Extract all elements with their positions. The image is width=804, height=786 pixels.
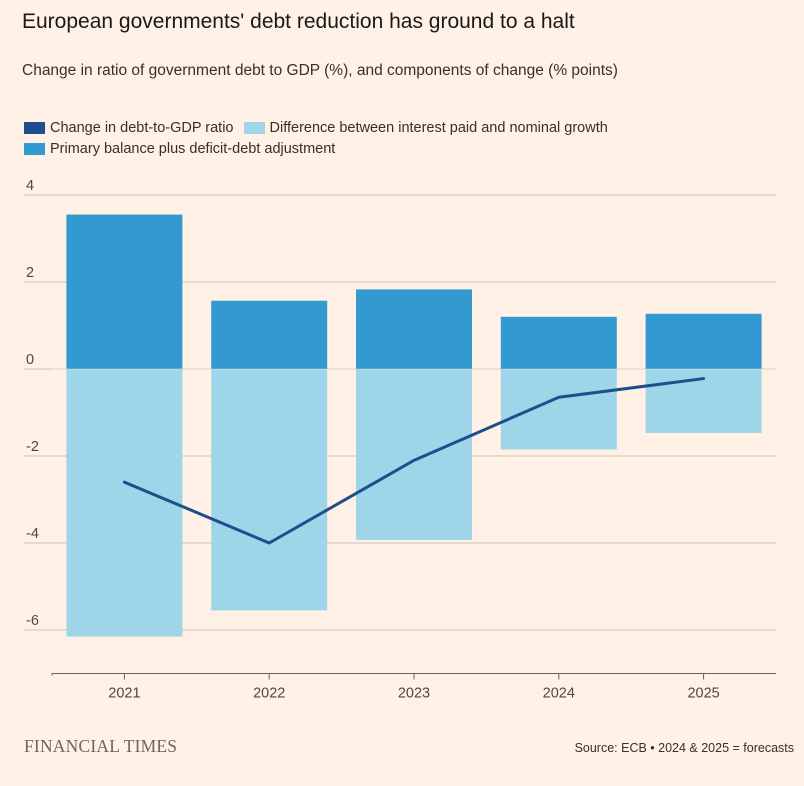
y-tick-label: 0: [26, 352, 34, 368]
y-tick-label: -6: [26, 613, 39, 629]
bar-primary-2024: [500, 316, 617, 369]
bar-interest-2023: [356, 369, 472, 540]
x-tick-label: 2021: [108, 686, 140, 702]
bar-interest-2024: [500, 369, 617, 450]
bar-primary-2023: [356, 289, 472, 369]
bar-interest-2021: [66, 369, 183, 637]
x-tick-label: 2025: [687, 686, 719, 702]
legend-swatch-primary: [24, 142, 45, 155]
x-tick-label: 2022: [253, 686, 285, 702]
legend-item-primary: Primary balance plus deficit-debt adjust…: [24, 141, 335, 157]
legend-item-interest: Difference between interest paid and nom…: [243, 119, 608, 136]
legend-label-interest: Difference between interest paid and nom…: [269, 119, 608, 136]
chart-subtitle: Change in ratio of government debt to GD…: [22, 62, 618, 79]
legend-label-ratio: Change in debt-to-GDP ratio: [50, 119, 234, 136]
legend-row-1: Change in debt-to-GDP ratio Difference b…: [24, 117, 618, 138]
y-tick-label: -2: [26, 439, 39, 455]
bar-primary-2022: [211, 300, 328, 369]
legend-item-ratio: Change in debt-to-GDP ratio: [24, 120, 234, 136]
chart-title: European governments' debt reduction has…: [22, 10, 575, 33]
legend: Change in debt-to-GDP ratio Difference b…: [24, 117, 618, 159]
source-note: Source: ECB • 2024 & 2025 = forecasts: [574, 741, 794, 755]
legend-row-2: Primary balance plus deficit-debt adjust…: [24, 138, 618, 159]
x-tick-label: 2023: [398, 686, 430, 702]
bar-primary-2021: [66, 214, 183, 369]
bar-primary-2025: [645, 313, 762, 369]
ft-logo: FINANCIAL TIMES: [24, 736, 178, 756]
y-tick-label: 4: [26, 178, 34, 194]
y-tick-label: 2: [26, 265, 34, 281]
legend-label-primary: Primary balance plus deficit-debt adjust…: [50, 140, 336, 157]
bar-interest-2022: [211, 369, 328, 611]
x-tick-label: 2024: [543, 686, 575, 702]
legend-swatch-interest: [243, 121, 265, 134]
legend-swatch-ratio: [24, 121, 45, 134]
y-tick-label: -4: [26, 526, 39, 542]
